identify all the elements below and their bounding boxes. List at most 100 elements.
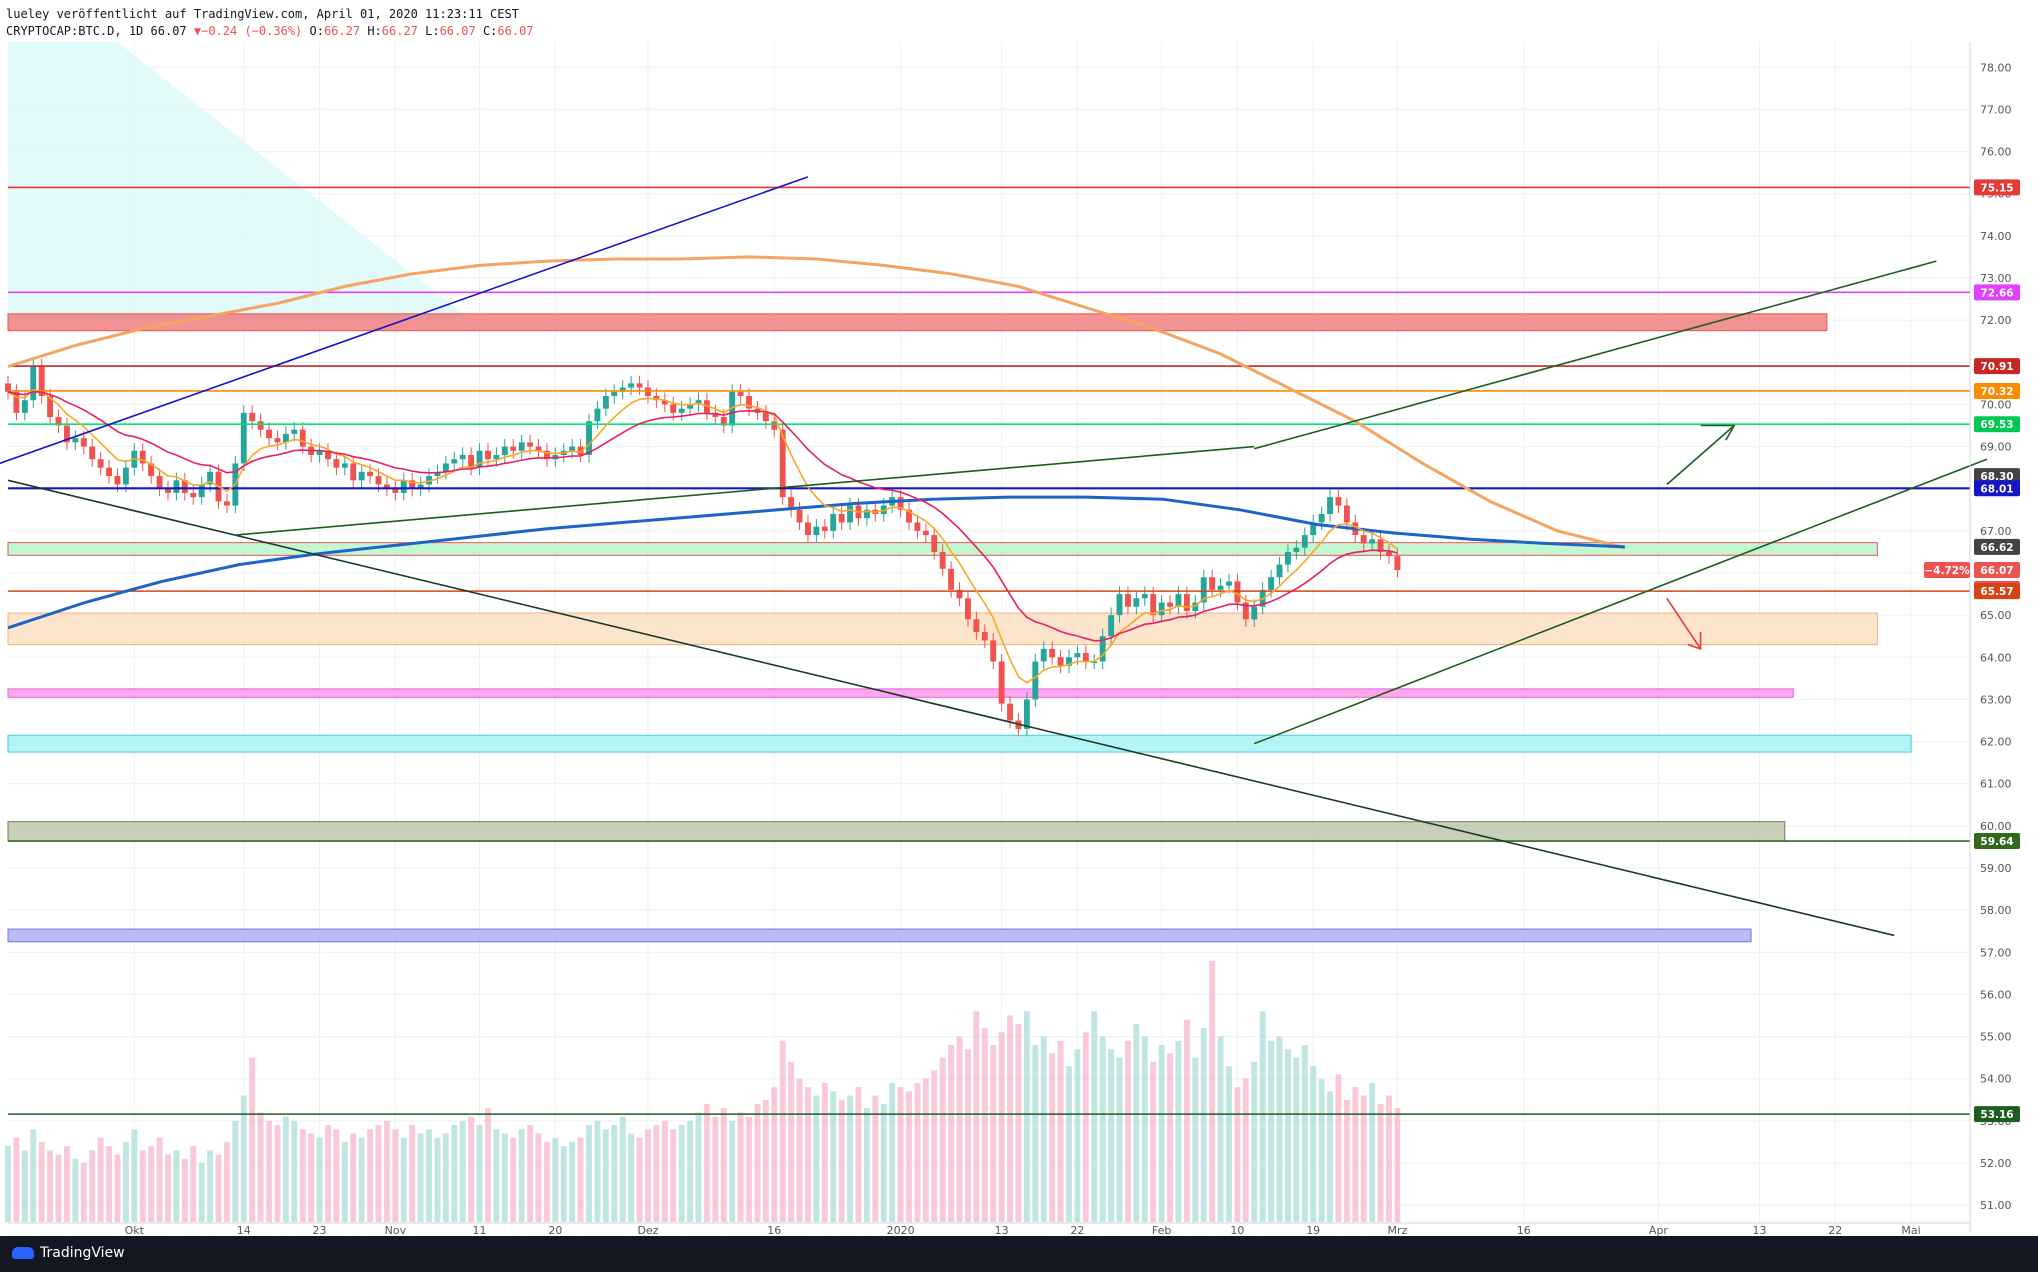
volume-bar (1310, 1066, 1317, 1222)
volume-bar (703, 1104, 710, 1222)
volume-bar (1327, 1091, 1333, 1222)
symbol-label[interactable]: CRYPTOCAP:BTC.D, 1D (6, 24, 144, 38)
close-value: 66.07 (497, 24, 534, 38)
volume-bar (653, 1125, 660, 1222)
volume-bar (106, 1146, 112, 1222)
volume-bar (838, 1099, 845, 1222)
candle-body (1360, 535, 1367, 544)
price-tick-label: 67.00 (1980, 525, 2012, 538)
time-tick-label: 22 (1828, 1224, 1842, 1236)
candle-body (350, 463, 357, 481)
candle-body (139, 450, 146, 464)
volume-bar (291, 1120, 298, 1222)
candle-body (1369, 539, 1376, 544)
volume-bar (30, 1129, 37, 1222)
volume-bar (813, 1095, 820, 1222)
price-tick-label: 65.00 (1980, 609, 2012, 622)
candle-body (1251, 606, 1258, 620)
volume-bar (973, 1011, 980, 1222)
volume-bar (931, 1070, 938, 1222)
candle-body (198, 484, 205, 498)
candle-body (493, 455, 500, 460)
volume-bar (586, 1125, 592, 1222)
zone-layer (7, 42, 1912, 943)
ema-slow-line (7, 390, 1398, 642)
volume-bar (880, 1104, 887, 1222)
volume-bar (754, 1104, 761, 1222)
tradingview-logo[interactable]: TradingView (12, 1245, 125, 1261)
candle-body (114, 476, 121, 485)
candle-body (973, 619, 980, 632)
price-tick-label: 57.00 (1980, 946, 2012, 959)
candle-body (577, 446, 584, 455)
down-arrow-icon (1666, 597, 1702, 650)
volume-bar (1394, 1108, 1401, 1222)
candle-body (914, 522, 921, 531)
price-tick-label: 76.00 (1980, 146, 2012, 159)
price-tick-label: 72.00 (1980, 314, 2012, 327)
price-badge-label: 69.53 (1980, 419, 2013, 431)
volume-bar (855, 1087, 862, 1222)
price-badge (1974, 583, 2020, 600)
volume-bar (796, 1078, 803, 1222)
price-badge (1974, 179, 2020, 196)
support-resistance-zone (7, 688, 1794, 698)
candle-body (1066, 657, 1072, 666)
candle-body (628, 383, 635, 388)
candle-body (1150, 594, 1157, 616)
volume-bar (1377, 1104, 1384, 1222)
volume-bar (762, 1099, 769, 1222)
candle-body (476, 450, 483, 468)
candle-body (375, 476, 382, 485)
tradingview-cloud-icon (12, 1247, 34, 1259)
volume-bar (198, 1163, 205, 1222)
candle-body (282, 433, 289, 443)
volume-bar (965, 1049, 971, 1222)
candle-body (779, 429, 786, 498)
volume-bar (392, 1129, 399, 1222)
candle-body (1175, 594, 1182, 607)
volume-bar (55, 1154, 62, 1222)
candle-body (392, 488, 399, 493)
axis-layer: 78.0077.0076.0075.0074.0073.0072.0071.00… (8, 42, 2023, 1237)
candle-body (80, 438, 87, 447)
candle-body (906, 509, 912, 523)
candle-body (451, 459, 458, 464)
time-tick-label: 16 (767, 1224, 781, 1236)
candle-body (291, 429, 298, 434)
volume-bar (678, 1125, 685, 1222)
time-tick-label: Feb (1152, 1224, 1171, 1236)
chart-header: lueley veröffentlicht auf TradingView.co… (0, 0, 2038, 42)
candle-body (746, 396, 752, 409)
candle-body (240, 412, 247, 464)
volume-bar (602, 1129, 609, 1222)
chart-area[interactable]: 78.0077.0076.0075.0074.0073.0072.0071.00… (0, 42, 2038, 1237)
candle-body (771, 421, 778, 430)
price-chart-svg[interactable]: 78.0077.0076.0075.0074.0073.0072.0071.00… (0, 42, 2038, 1237)
candle-body (173, 480, 180, 493)
volume-bar (1360, 1095, 1367, 1222)
support-resistance-zone (7, 313, 1828, 332)
volume-bar (299, 1129, 306, 1222)
volume-bar (510, 1137, 517, 1222)
candle-body (1318, 514, 1325, 523)
candle-body (165, 488, 171, 493)
volume-bar (956, 1036, 963, 1222)
time-tick-label: Apr (1649, 1224, 1669, 1236)
candle-body (1099, 636, 1106, 662)
volume-bar (367, 1129, 374, 1222)
volume-bar (316, 1137, 323, 1222)
volume-bar (897, 1087, 904, 1222)
candle-body (1158, 602, 1165, 616)
candle-body (316, 450, 323, 455)
candle-body (1074, 653, 1081, 658)
candle-body (602, 396, 609, 409)
candle-body (400, 480, 407, 493)
volume-bar (712, 1116, 719, 1222)
price-badge-label: 75.15 (1980, 182, 2013, 194)
volume-bar (619, 1116, 626, 1222)
volume-bar (1133, 1023, 1140, 1222)
candle-body (720, 417, 727, 426)
candle-body (990, 640, 997, 662)
trendline (7, 479, 1895, 937)
